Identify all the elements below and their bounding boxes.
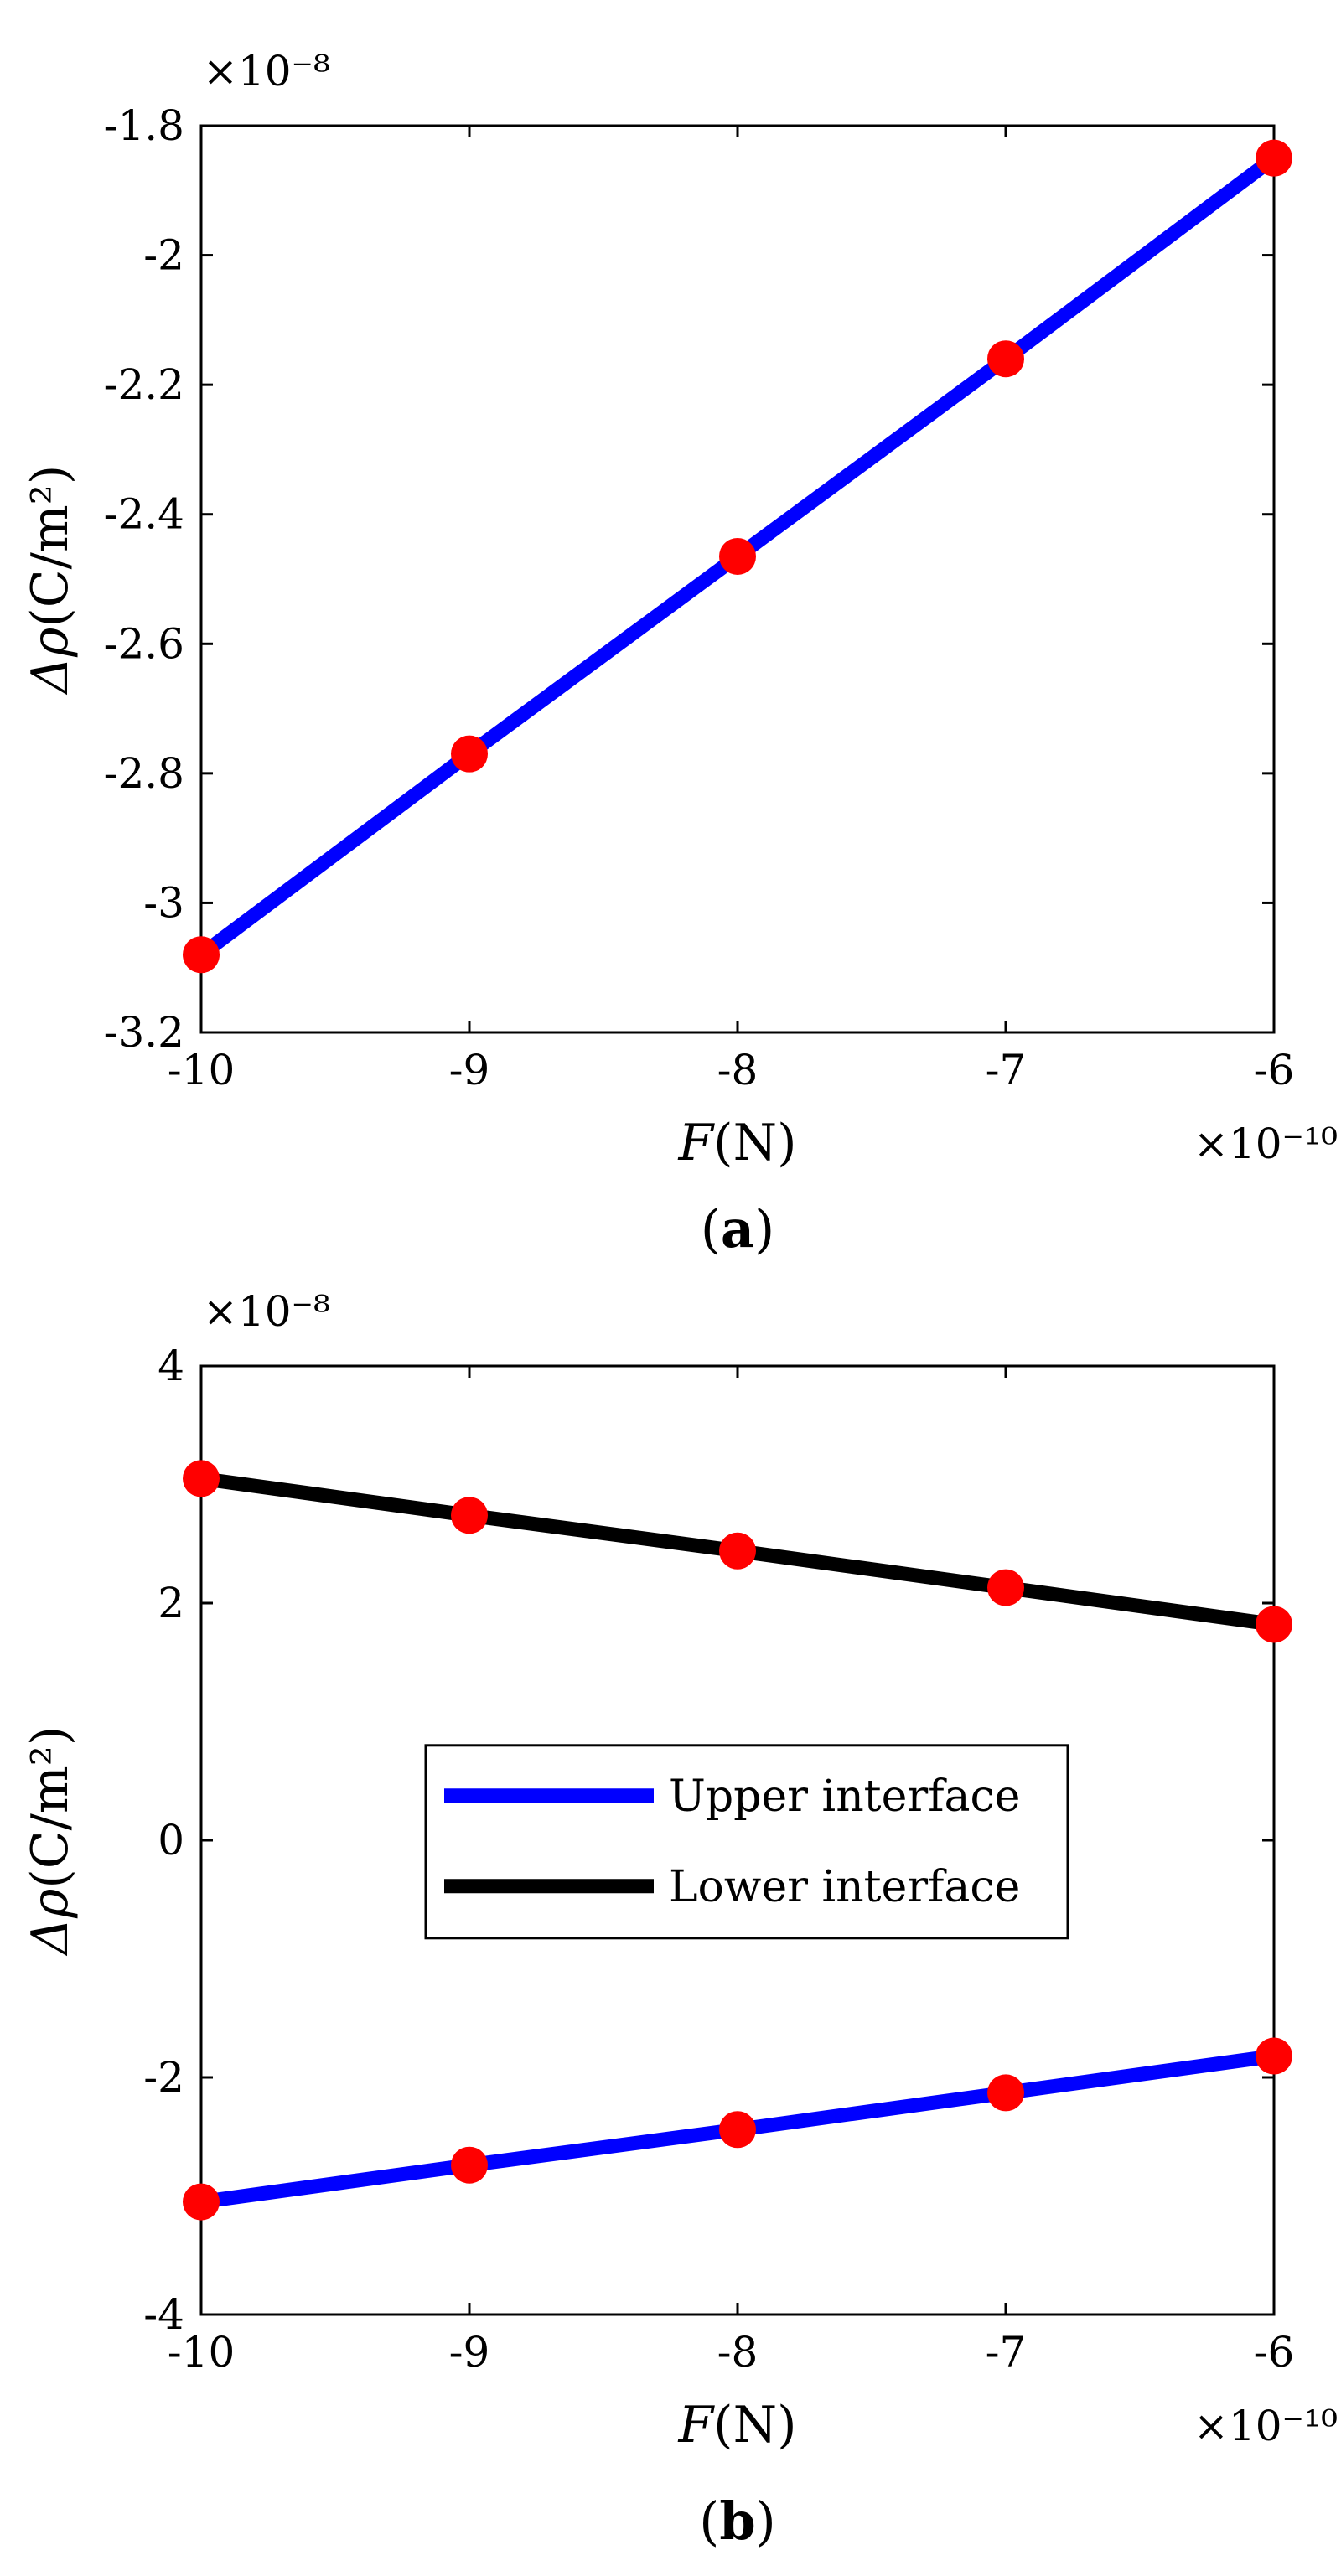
- y-tick-label: 4: [158, 1342, 184, 1390]
- y-tick-label: -2: [143, 231, 184, 280]
- panel-caption: (b): [699, 2491, 776, 2552]
- data-point-marker: [719, 2111, 756, 2149]
- data-point-marker: [987, 340, 1024, 378]
- data-point-marker: [1256, 1606, 1292, 1643]
- x-tick-label: -10: [168, 1046, 236, 1094]
- legend-label-0: Upper interface: [669, 1772, 1020, 1822]
- y-tick-label: 2: [158, 1579, 184, 1627]
- x-tick-label: -8: [717, 2328, 759, 2377]
- x-tick-label: -6: [1254, 2328, 1295, 2377]
- legend-label-1: Lower interface: [669, 1862, 1020, 1912]
- x-axis-title: F(N): [678, 1114, 797, 1172]
- y-axis-title: Δρ(C/m²): [21, 1726, 80, 1957]
- data-point-marker: [183, 2183, 220, 2221]
- chart-panel-a: -10 -9 -8 -7 -6 -3.2 -3 -2.8 -2.6 -2.4 -2.2 -2 -1.8 ×…: [21, 47, 1338, 1260]
- y-tick-label: -2.8: [104, 749, 184, 798]
- data-point-marker: [987, 2074, 1024, 2112]
- data-point-marker: [451, 1497, 488, 1534]
- panel-caption: (a): [701, 1198, 775, 1260]
- x-tick-label: -9: [449, 1046, 490, 1094]
- x-tick-label: -9: [449, 2328, 490, 2377]
- data-point-marker: [1256, 139, 1292, 177]
- data-point-marker: [451, 2146, 488, 2184]
- x-tick-label: -7: [986, 2328, 1027, 2377]
- legend-box: [424, 1744, 1069, 1940]
- data-point-marker: [1256, 2037, 1292, 2075]
- data-point-marker: [183, 1460, 220, 1497]
- y-tick-label: -4: [143, 2290, 184, 2339]
- x-axis-title: F(N): [678, 2396, 797, 2454]
- y-exponent-label: ×10⁻⁸: [203, 47, 330, 96]
- x-tick-label: -6: [1254, 1046, 1295, 1094]
- y-exponent-label: ×10⁻⁸: [203, 1287, 330, 1336]
- y-tick-label: -1.8: [104, 101, 184, 150]
- data-point-marker: [987, 1569, 1024, 1606]
- data-point-marker: [719, 537, 756, 575]
- x-tick-label: -10: [168, 2328, 236, 2377]
- y-tick-label: -2.6: [104, 619, 184, 668]
- y-tick-label: -3: [143, 878, 184, 927]
- plot-area-frame: [199, 124, 1276, 1034]
- y-tick-label: -2.4: [104, 490, 184, 539]
- data-point-marker: [719, 1532, 756, 1570]
- y-tick-label: -3.2: [104, 1008, 184, 1057]
- x-tick-label: -7: [986, 1046, 1027, 1094]
- x-exponent-label: ×10⁻¹⁰: [1193, 1120, 1338, 1168]
- y-tick-label: -2: [143, 2053, 184, 2102]
- y-tick-label: -2.2: [104, 360, 184, 409]
- y-axis-title: Δρ(C/m²): [21, 465, 80, 696]
- x-exponent-label: ×10⁻¹⁰: [1193, 2402, 1338, 2450]
- y-tick-label: 0: [158, 1816, 184, 1865]
- chart-panel-b: -10 -9 -8 -7 -6 -4 -2 0 2 4 ×10⁻⁸ ×10⁻¹⁰ F(N) Δρ(C/m²…: [21, 1287, 1338, 2552]
- data-point-marker: [451, 735, 488, 773]
- x-tick-label: -8: [717, 1046, 759, 1094]
- data-point-marker: [183, 936, 220, 974]
